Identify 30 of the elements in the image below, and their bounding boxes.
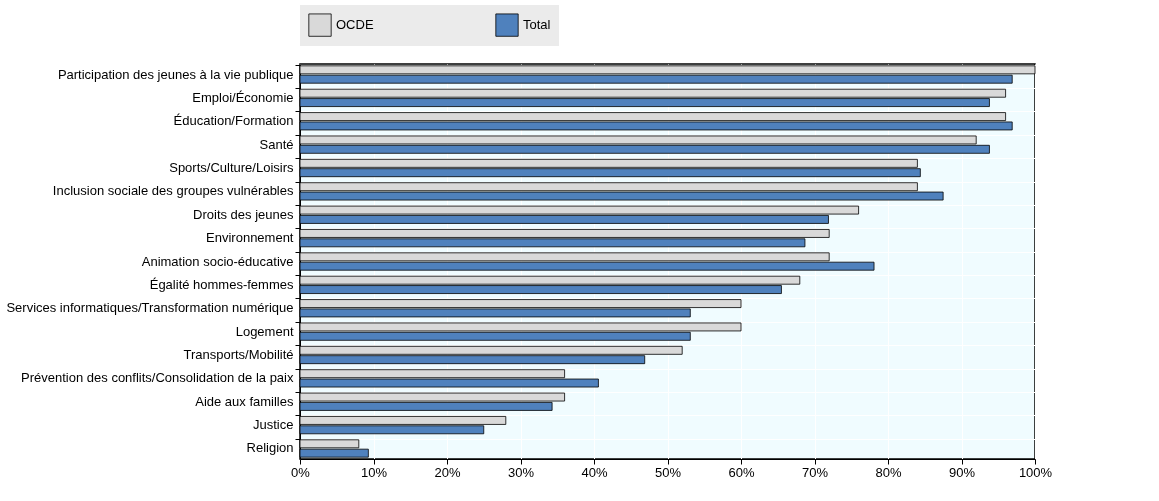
y-tick-label: Environnement [206, 230, 294, 246]
y-tick-label: Égalité hommes-femmes [149, 276, 294, 292]
legend-label: Total [523, 17, 551, 33]
x-tick-label: 90% [948, 464, 976, 480]
x-tick-label: 60% [728, 464, 755, 480]
x-tick-label: 80% [875, 464, 902, 480]
x-tick-label: 70% [801, 464, 829, 480]
y-tick-label: Services informatiques/Transformation numérique [6, 300, 294, 316]
y-tick-label: Santé [259, 136, 294, 152]
x-tick-label: 100% [1018, 464, 1053, 480]
y-tick-label: Animation socio-éducative [141, 253, 294, 269]
y-tick-label: Inclusion sociale des groupes vulnérables [52, 183, 294, 199]
x-tick-label: 20% [434, 464, 461, 480]
y-tick-label: Participation des jeunes à la vie publique [57, 66, 294, 82]
y-tick-label: Éducation/Formation [173, 113, 294, 129]
y-tick-label: Logement [235, 323, 294, 339]
y-tick-label: Emploi/Économie [192, 89, 294, 105]
y-tick-label: Sports/Culture/Loisirs [169, 160, 294, 176]
y-tick-label: Prévention des conflits/Consolidation de la paix [21, 370, 294, 386]
x-tick-label: 40% [581, 464, 608, 480]
x-tick-label: 10% [360, 464, 388, 480]
x-tick-label: 30% [507, 464, 535, 480]
legend-label: OCDE [336, 17, 374, 33]
y-tick-label: Aide aux familles [195, 393, 294, 409]
y-tick-label: Religion [246, 440, 294, 456]
y-tick-label: Transports/Mobilité [183, 346, 294, 362]
x-tick-label: 0% [291, 464, 311, 480]
y-tick-label: Justice [253, 417, 294, 433]
x-tick-label: 50% [654, 464, 682, 480]
y-tick-label: Droits des jeunes [193, 206, 294, 222]
